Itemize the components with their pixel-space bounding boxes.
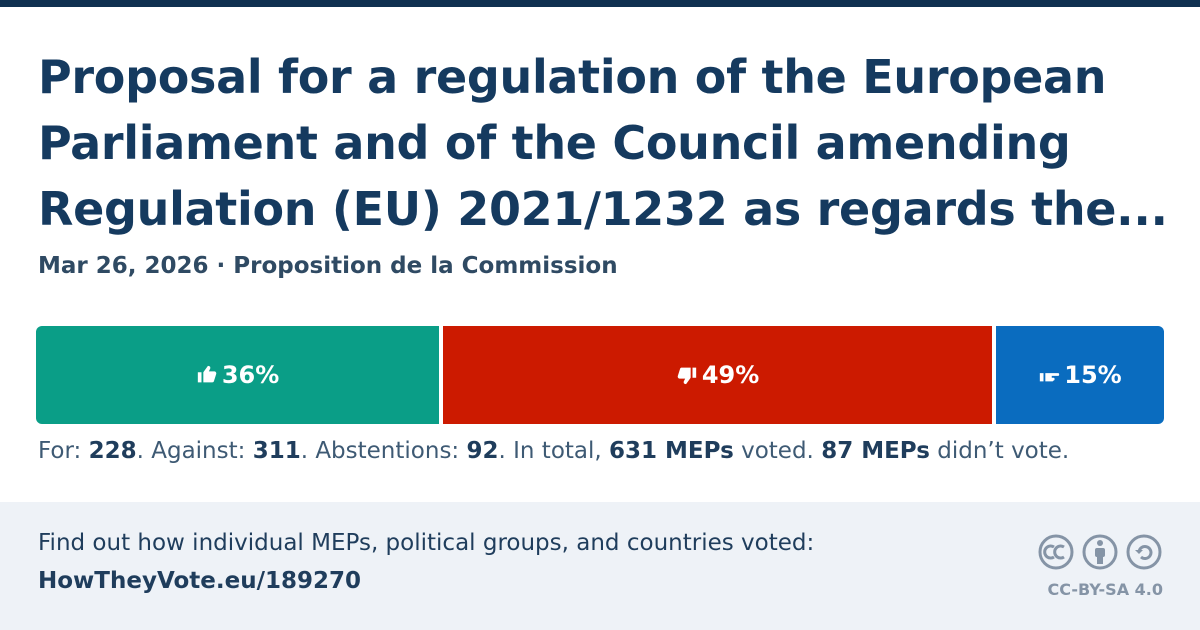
footer: Find out how individual MEPs, political … xyxy=(0,502,1200,630)
summary-part: 87 MEPs xyxy=(821,438,930,464)
vote-bar: 36% 49% 15% xyxy=(36,326,1164,424)
value-label: 36% xyxy=(221,361,280,389)
summary-part: voted. xyxy=(733,438,822,464)
cc-icons xyxy=(1038,534,1162,570)
subtitle: Mar 26, 2026 · Proposition de la Commiss… xyxy=(38,253,618,279)
summary-part: For: xyxy=(38,438,89,464)
summary: For: 228. Against: 311. Abstentions: 92.… xyxy=(38,438,1069,464)
summary-part: 92 xyxy=(466,438,499,464)
top-bar xyxy=(0,0,1200,7)
value-label: 49% xyxy=(701,361,760,389)
summary-part: . In total, xyxy=(498,438,610,464)
license: CC-BY-SA 4.0 xyxy=(1047,580,1163,599)
bar-segment: 15% xyxy=(995,326,1164,424)
vote-icon xyxy=(1040,373,1060,382)
footer-text: Find out how individual MEPs, political … xyxy=(38,530,815,556)
summary-part: 631 MEPs xyxy=(609,438,734,464)
title: Proposal for a regulation of the Europea… xyxy=(38,50,1168,236)
value-label: 15% xyxy=(1064,361,1122,389)
summary-part: didn’t vote. xyxy=(929,438,1070,464)
footer-link[interactable]: HowTheyVote.eu/189270 xyxy=(38,568,362,594)
summary-part: 228 xyxy=(88,438,137,464)
vote-icon xyxy=(197,365,217,383)
bar-segment: 36% xyxy=(36,326,440,424)
vote-icon xyxy=(677,367,697,385)
bar-segment: 49% xyxy=(443,326,992,424)
summary-part: 311 xyxy=(252,438,301,464)
summary-part: . Abstentions: xyxy=(300,438,467,464)
summary-part: . Against: xyxy=(136,438,253,464)
